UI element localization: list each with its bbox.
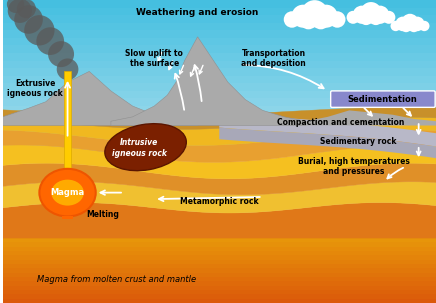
Circle shape: [360, 2, 382, 24]
Polygon shape: [3, 299, 436, 303]
Circle shape: [17, 0, 36, 18]
Polygon shape: [3, 61, 436, 68]
Polygon shape: [3, 260, 436, 264]
Polygon shape: [3, 76, 436, 83]
Polygon shape: [3, 130, 436, 162]
Circle shape: [382, 11, 395, 24]
Polygon shape: [64, 72, 71, 178]
Circle shape: [391, 21, 401, 31]
Circle shape: [14, 5, 43, 34]
Text: Melting: Melting: [86, 210, 119, 219]
Polygon shape: [3, 251, 436, 255]
Ellipse shape: [39, 169, 96, 216]
Polygon shape: [3, 145, 436, 179]
Polygon shape: [3, 53, 436, 61]
Polygon shape: [3, 30, 436, 38]
Circle shape: [8, 0, 32, 23]
Polygon shape: [3, 273, 436, 277]
Polygon shape: [219, 113, 436, 147]
Polygon shape: [219, 128, 436, 158]
Circle shape: [301, 0, 328, 27]
Circle shape: [347, 11, 360, 24]
Polygon shape: [3, 268, 436, 273]
Polygon shape: [3, 136, 436, 144]
Circle shape: [57, 58, 78, 80]
Polygon shape: [3, 72, 198, 125]
Circle shape: [369, 11, 383, 25]
Polygon shape: [3, 83, 436, 91]
Circle shape: [284, 11, 300, 28]
Polygon shape: [3, 182, 436, 213]
Circle shape: [400, 21, 412, 32]
Polygon shape: [3, 129, 436, 136]
Circle shape: [36, 27, 64, 55]
Polygon shape: [3, 255, 436, 260]
Polygon shape: [306, 110, 436, 125]
Circle shape: [410, 17, 425, 31]
Text: Transportation
and deposition: Transportation and deposition: [241, 49, 306, 68]
Polygon shape: [3, 281, 436, 286]
Text: Sedimentary rock: Sedimentary rock: [320, 138, 396, 146]
Text: Weathering and erosion: Weathering and erosion: [136, 8, 259, 18]
Circle shape: [300, 11, 317, 29]
Ellipse shape: [105, 124, 186, 171]
Text: Magma: Magma: [51, 188, 85, 197]
Polygon shape: [3, 264, 436, 268]
Polygon shape: [3, 45, 436, 53]
Polygon shape: [3, 144, 436, 152]
Text: Sedimentation: Sedimentation: [348, 95, 418, 104]
Circle shape: [359, 11, 373, 25]
Polygon shape: [3, 15, 436, 23]
Circle shape: [292, 5, 315, 28]
Polygon shape: [3, 242, 436, 247]
Polygon shape: [3, 238, 436, 242]
Ellipse shape: [51, 180, 84, 206]
Polygon shape: [3, 91, 436, 98]
Polygon shape: [3, 294, 436, 299]
Polygon shape: [3, 286, 436, 290]
Text: Slow uplift to
the surface: Slow uplift to the surface: [125, 49, 183, 68]
Polygon shape: [3, 98, 436, 106]
Polygon shape: [3, 107, 436, 129]
Text: Burial, high temperatures
and pressures: Burial, high temperatures and pressures: [298, 157, 409, 176]
Circle shape: [24, 15, 54, 45]
Circle shape: [353, 6, 371, 24]
Polygon shape: [3, 68, 436, 76]
Polygon shape: [3, 38, 436, 45]
Circle shape: [315, 5, 338, 28]
Polygon shape: [3, 163, 436, 195]
Text: Intrusive
igneous rock: Intrusive igneous rock: [112, 138, 167, 158]
Polygon shape: [3, 114, 436, 121]
Polygon shape: [3, 247, 436, 251]
Text: Extrusive
igneous rock: Extrusive igneous rock: [7, 79, 63, 98]
Circle shape: [371, 6, 389, 24]
Polygon shape: [3, 0, 436, 8]
Polygon shape: [3, 106, 436, 114]
Polygon shape: [3, 117, 436, 145]
Polygon shape: [3, 8, 436, 15]
Polygon shape: [111, 37, 306, 125]
Circle shape: [312, 11, 330, 29]
Circle shape: [329, 11, 345, 28]
Polygon shape: [3, 121, 436, 129]
Polygon shape: [62, 216, 73, 218]
Circle shape: [419, 21, 429, 31]
Polygon shape: [3, 277, 436, 281]
Text: Compaction and cementation: Compaction and cementation: [277, 118, 404, 127]
Polygon shape: [3, 203, 436, 238]
FancyBboxPatch shape: [330, 91, 435, 107]
Text: Magma from molten crust and mantle: Magma from molten crust and mantle: [37, 275, 196, 284]
Circle shape: [48, 41, 74, 67]
Polygon shape: [3, 290, 436, 294]
Circle shape: [7, 0, 24, 13]
Polygon shape: [3, 23, 436, 30]
Circle shape: [402, 14, 419, 31]
Circle shape: [395, 17, 410, 31]
Circle shape: [408, 21, 419, 32]
Text: Metamorphic rock: Metamorphic rock: [180, 197, 259, 206]
